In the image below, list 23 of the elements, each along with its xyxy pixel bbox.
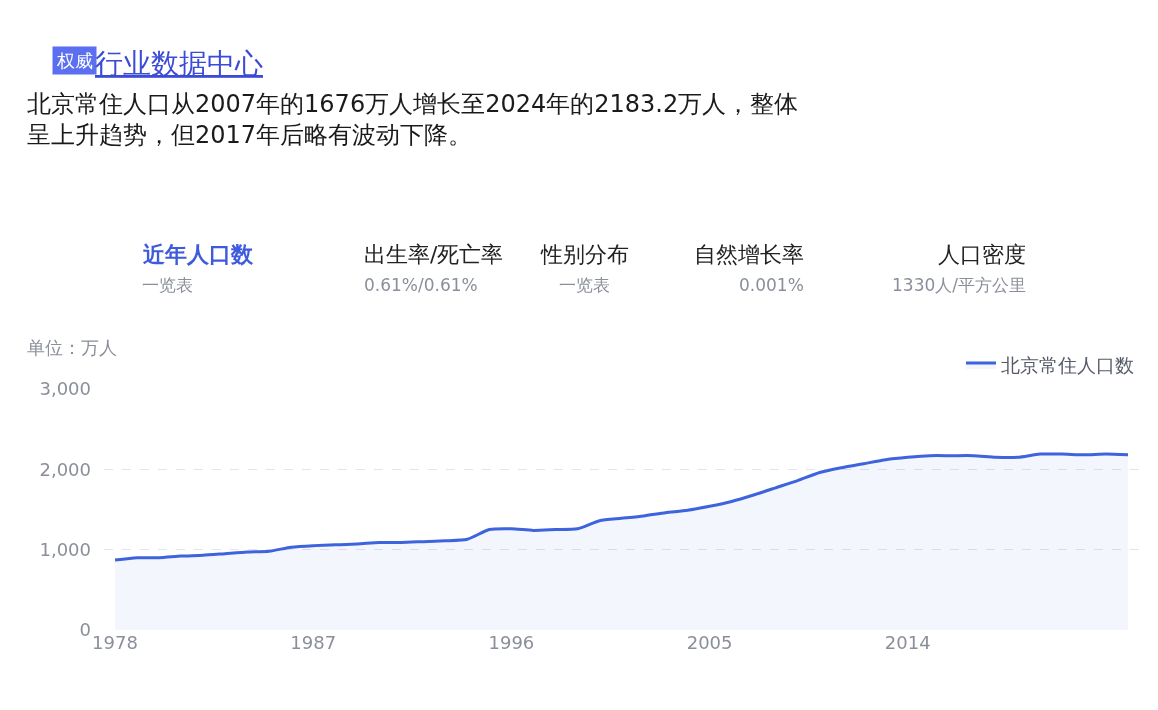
text: 0.001% <box>739 275 804 295</box>
y-axis-title: 单位：万人 <box>27 337 117 358</box>
x-tick-label: 1978 <box>92 632 138 653</box>
text: 人口密度 <box>938 242 1026 267</box>
x-tick-label: 1987 <box>290 632 337 653</box>
text: 近年人口数 <box>142 242 254 267</box>
text: 一览表 <box>559 275 610 295</box>
x-tick-label: 2005 <box>686 632 733 653</box>
x-tick-label: 2014 <box>884 632 931 653</box>
text: 性别分布 <box>540 242 629 267</box>
text: 出生率/死亡率 <box>364 242 504 267</box>
text: 1330人/平方公里 <box>892 275 1026 295</box>
text: 自然增长率 <box>694 242 804 267</box>
x-tick-label: 1996 <box>488 632 535 653</box>
y-tick-label: 3,000 <box>39 378 91 400</box>
chart-title: 北京常住人口从2007年的1676万人增长至2024年的2183.2万人，整体呈上升趋势，但2017年后略有波动下降。 <box>27 90 799 150</box>
text: 一览表 <box>142 275 193 295</box>
y-tick-label: 1,000 <box>39 538 91 560</box>
y-tick-label: 0 <box>79 619 91 641</box>
text: 权威 <box>56 50 93 71</box>
legend-label: 北京常住人口数 <box>1001 354 1134 377</box>
y-tick-label: 2,000 <box>39 458 91 480</box>
text: 0.61%/0.61% <box>364 275 478 295</box>
